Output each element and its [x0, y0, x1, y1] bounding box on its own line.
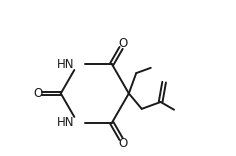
Text: O: O: [119, 37, 128, 50]
Text: HN: HN: [57, 116, 75, 129]
Text: O: O: [33, 87, 42, 100]
Text: O: O: [119, 136, 128, 149]
Text: HN: HN: [57, 58, 75, 71]
